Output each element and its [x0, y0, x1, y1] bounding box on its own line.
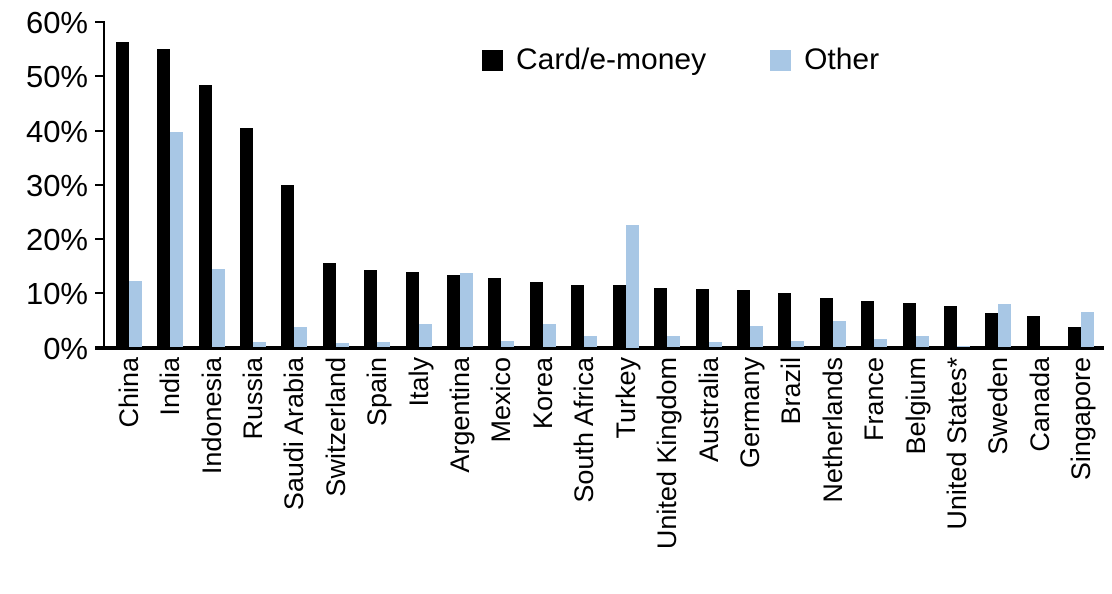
- bar-other-united-states-: [957, 345, 971, 348]
- bar-card-mexico: [488, 277, 502, 348]
- bar-card-argentina: [447, 275, 461, 348]
- y-tick-10: [95, 292, 105, 295]
- x-label-united-kingdom: United Kingdom: [652, 357, 683, 550]
- legend-item-card: Card/e-money: [482, 44, 706, 76]
- bar-other-south-africa: [584, 335, 598, 348]
- y-tick-60: [95, 21, 105, 23]
- y-tick-label-30: 30%: [25, 167, 88, 203]
- legend-swatch-other: [770, 49, 792, 71]
- legend-label-other: Other: [804, 43, 880, 76]
- x-label-argentina: Argentina: [445, 357, 476, 473]
- bar-card-singapore: [1068, 327, 1082, 348]
- y-tick-0: [95, 346, 105, 349]
- bar-other-korea: [542, 323, 556, 348]
- x-label-germany: Germany: [734, 357, 765, 469]
- bar-other-russia: [252, 342, 266, 348]
- bar-other-argentina: [460, 272, 474, 348]
- x-label-russia: Russia: [237, 357, 268, 440]
- bar-other-mexico: [501, 340, 515, 348]
- bar-other-saudi-arabia: [294, 326, 308, 348]
- y-tick-label-60: 60%: [25, 5, 88, 40]
- bar-other-spain: [377, 342, 391, 348]
- bar-card-italy: [405, 271, 419, 348]
- bar-card-brazil: [778, 293, 792, 348]
- y-tick-label-20: 20%: [25, 222, 88, 257]
- x-label-france: France: [859, 357, 890, 442]
- bar-other-australia: [708, 342, 722, 348]
- x-label-singapore: Singapore: [1066, 357, 1097, 481]
- x-label-switzerland: Switzerland: [320, 357, 351, 497]
- bar-other-belgium: [915, 336, 929, 348]
- bar-other-brazil: [791, 340, 805, 348]
- bar-other-sweden: [998, 303, 1012, 348]
- bar-card-indonesia: [198, 85, 212, 348]
- x-label-belgium: Belgium: [900, 357, 931, 455]
- legend-swatch-card: [482, 49, 503, 71]
- bar-card-united-kingdom: [654, 287, 668, 348]
- x-label-mexico: Mexico: [486, 357, 517, 443]
- x-label-south-africa: South Africa: [569, 357, 600, 503]
- bar-other-united-kingdom: [667, 335, 681, 348]
- bar-card-india: [157, 49, 171, 348]
- x-label-brazil: Brazil: [776, 357, 807, 425]
- bar-other-germany: [749, 326, 763, 348]
- y-tick-30: [95, 183, 105, 186]
- y-tick-label-40: 40%: [25, 113, 88, 149]
- bar-card-switzerland: [322, 262, 336, 348]
- bar-card-south-africa: [571, 284, 585, 348]
- bar-other-china: [128, 280, 142, 348]
- bar-card-china: [115, 42, 129, 348]
- bar-other-italy: [418, 323, 432, 348]
- x-label-indonesia: Indonesia: [196, 357, 227, 475]
- bar-card-saudi-arabia: [281, 185, 295, 348]
- x-label-india: India: [155, 357, 186, 416]
- bar-card-turkey: [612, 284, 626, 348]
- y-tick-20: [95, 238, 105, 240]
- bar-card-germany: [736, 289, 750, 348]
- x-label-korea: Korea: [527, 357, 558, 430]
- x-label-saudi-arabia: Saudi Arabia: [279, 357, 310, 511]
- legend: Card/e-money Other: [482, 44, 879, 76]
- x-label-netherlands: Netherlands: [817, 357, 848, 503]
- x-label-united-states-: United States*: [942, 357, 973, 530]
- x-label-italy: Italy: [403, 357, 434, 407]
- bar-other-indonesia: [211, 268, 225, 348]
- y-tick-label-0: 0%: [43, 330, 88, 366]
- legend-item-other: Other: [770, 44, 879, 76]
- x-label-china: China: [113, 357, 144, 428]
- x-label-canada: Canada: [1024, 357, 1055, 452]
- y-tick-label-10: 10%: [25, 276, 88, 312]
- bar-other-switzerland: [335, 343, 349, 348]
- bar-card-united-states-: [944, 305, 958, 348]
- legend-label-card: Card/e-money: [516, 43, 707, 76]
- y-tick-label-50: 50%: [25, 59, 88, 95]
- bar-card-russia: [239, 127, 253, 348]
- bar-card-korea: [529, 281, 543, 348]
- x-label-spain: Spain: [362, 357, 393, 427]
- bar-other-netherlands: [832, 320, 846, 348]
- bar-card-france: [861, 300, 875, 348]
- y-tick-40: [95, 129, 105, 132]
- bar-other-turkey: [625, 225, 639, 348]
- bar-card-sweden: [985, 312, 999, 348]
- bar-card-australia: [695, 288, 709, 348]
- x-label-australia: Australia: [693, 357, 724, 463]
- bar-other-singapore: [1081, 311, 1095, 348]
- x-label-turkey: Turkey: [610, 357, 641, 439]
- bar-card-spain: [364, 270, 378, 348]
- y-tick-50: [95, 75, 105, 78]
- bar-card-netherlands: [819, 297, 833, 348]
- bar-other-india: [170, 131, 184, 348]
- bar-card-canada: [1026, 316, 1040, 348]
- bar-card-belgium: [902, 303, 916, 348]
- x-axis-line: [95, 346, 1104, 350]
- x-label-sweden: Sweden: [983, 357, 1014, 455]
- bar-other-france: [874, 339, 888, 348]
